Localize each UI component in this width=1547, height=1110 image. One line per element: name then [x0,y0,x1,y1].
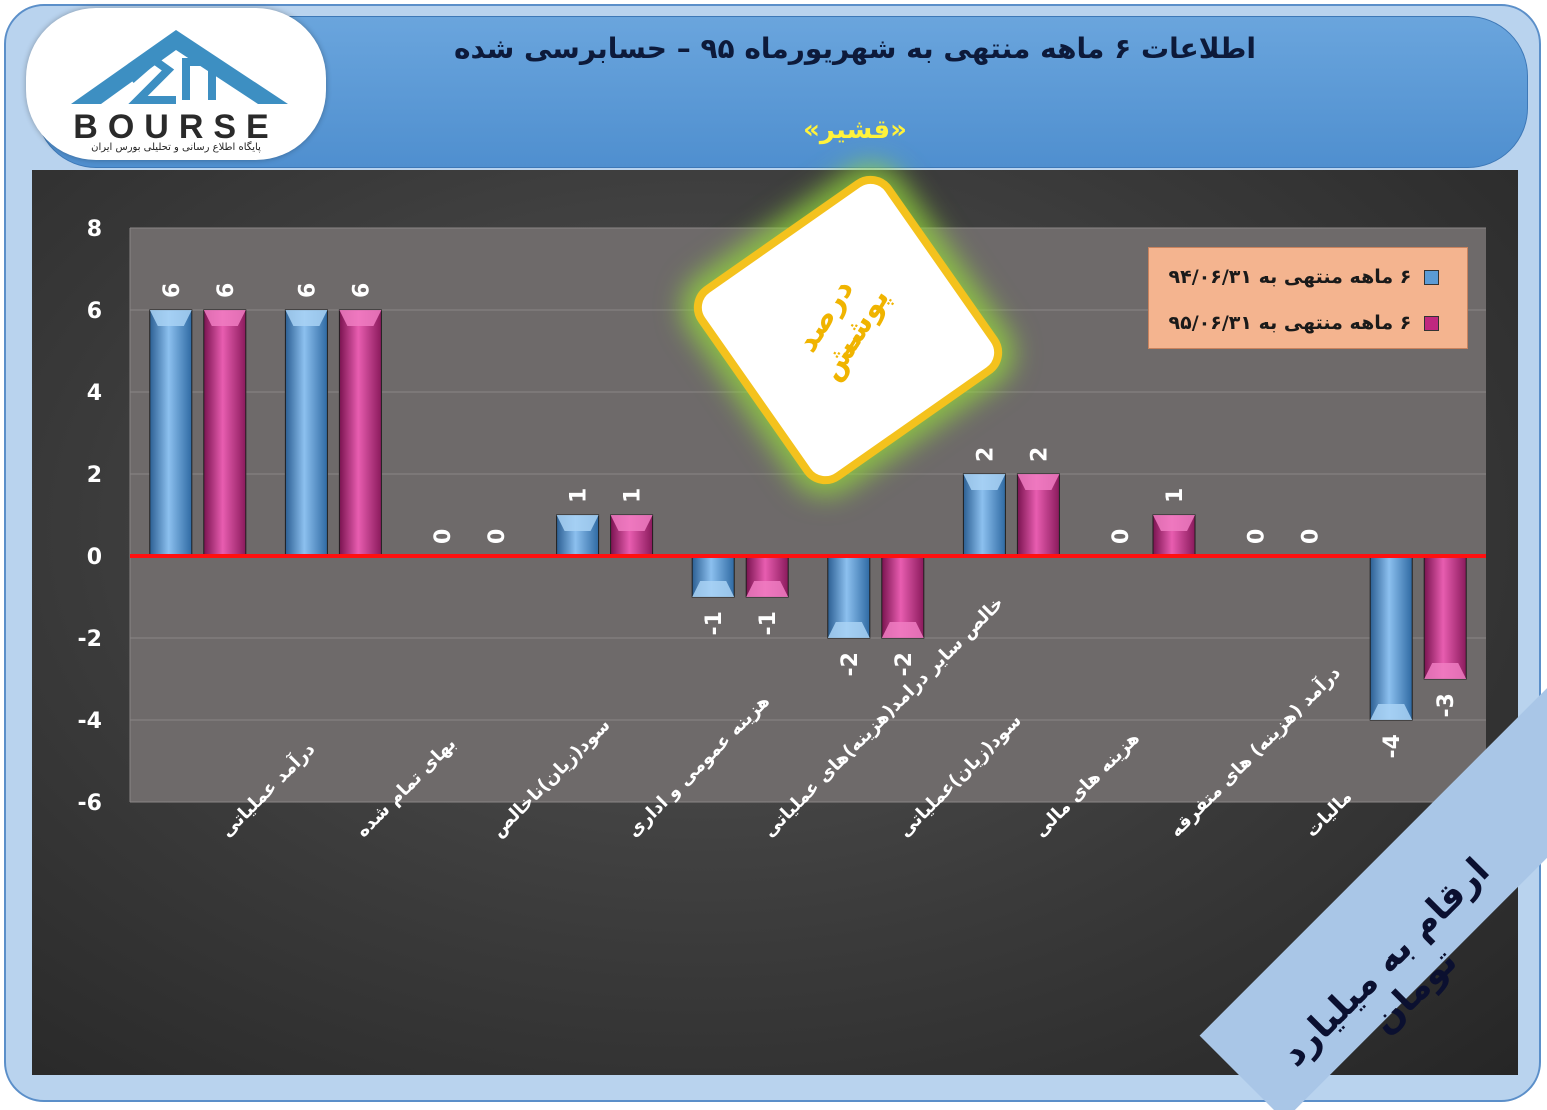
data-label: 1 [1163,488,1188,503]
bar-cap-1 [692,581,735,597]
bar-cap-2 [610,515,653,531]
data-label: 2 [973,447,998,462]
company-name: «قشیر» [803,115,907,145]
bar-cap-2 [746,581,789,597]
legend-label-2: ۶ ماهه منتهی به ۹۵/۰۶/۳۱ [1168,312,1412,334]
chart-legend: ۶ ماهه منتهی به ۹۴/۰۶/۳۱ ۶ ماهه منتهی به… [1148,247,1468,349]
data-label: -1 [702,611,727,635]
data-label: 0 [1245,529,1270,544]
data-label: 0 [431,529,456,544]
logo-mark-icon [71,30,288,104]
bar-series-1 [149,309,193,557]
bar-cap-1 [556,515,599,531]
data-label: -2 [892,652,917,676]
bar-cap-1 [285,310,328,326]
page-title: اطلاعات ۶ ماهه منتهی به شهریورماه ۹۵ – ح… [453,32,1256,65]
legend-label-1: ۶ ماهه منتهی به ۹۴/۰۶/۳۱ [1168,266,1412,288]
bar-cap-1 [963,474,1006,490]
y-tick-label: -2 [78,627,102,652]
data-label: -4 [1380,734,1405,758]
bar-series-2 [203,309,247,557]
bar-series-2 [1423,555,1467,680]
data-label: -2 [838,652,863,676]
y-tick-label: 2 [87,463,102,488]
bar-series-1 [1369,555,1413,721]
logo-wordmark: BOURSE [73,108,279,146]
bar-cap-2 [881,622,924,638]
data-label: -3 [1434,693,1459,717]
bourse-logo: BOURSE پایگاه اطلاع رسانی و تحلیلی بورس … [26,8,326,160]
data-label: 0 [1299,529,1324,544]
bar-cap-1 [149,310,192,326]
legend-item-2: ۶ ماهه منتهی به ۹۵/۰۶/۳۱ [1169,312,1439,334]
data-label: 0 [485,529,510,544]
bar-cap-2 [1017,474,1060,490]
y-tick-label: -4 [78,709,102,734]
y-tick-label: 8 [87,217,102,242]
data-label: 6 [214,283,239,298]
y-tick-label: 4 [87,381,102,406]
y-tick-label: -6 [78,791,102,816]
bar-cap-2 [339,310,382,326]
bar-series-1 [284,309,328,557]
legend-swatch-pink-icon [1424,316,1439,331]
legend-item-1: ۶ ماهه منتهی به ۹۴/۰۶/۳۱ [1169,266,1439,288]
data-label: 6 [160,283,185,298]
legend-swatch-blue-icon [1424,270,1439,285]
data-label: 2 [1027,447,1052,462]
data-label: -1 [756,611,781,635]
data-label: 6 [349,283,374,298]
data-label: 6 [295,283,320,298]
y-tick-label: 6 [87,299,102,324]
bar-cap-2 [203,310,246,326]
bar-series-2 [338,309,382,557]
bar-cap-2 [1153,515,1195,531]
data-label: 1 [621,488,646,503]
bar-cap-1 [827,622,870,638]
logo-tagline: پایگاه اطلاع رسانی و تحلیلی بورس ایران [91,142,261,153]
data-label: 1 [567,488,592,503]
data-label: 0 [1109,529,1134,544]
y-tick-label: 0 [87,545,102,570]
